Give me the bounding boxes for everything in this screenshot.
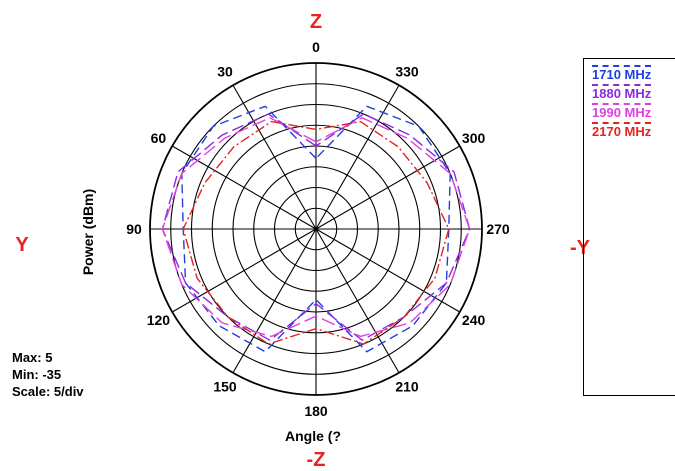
scale-stats: Max: 5 Min: -35 Scale: 5/div (12, 349, 84, 400)
direction-label-right: -Y (570, 237, 591, 259)
angle-tick-label: 240 (462, 312, 486, 328)
direction-label-left: Y (15, 234, 29, 256)
series-line (161, 117, 471, 338)
angle-tick-label: 30 (217, 63, 233, 79)
angle-tick-label: 60 (151, 130, 167, 146)
grid-spoke (171, 228, 317, 313)
legend: 1710 MHz 1880 MHz 1990 MHz 2170 MHz (583, 58, 675, 396)
angle-tick-label: 120 (147, 312, 171, 328)
grid-spoke (232, 228, 317, 374)
series-lines (161, 105, 471, 353)
max-value: Max: 5 (12, 350, 53, 365)
grid-spoke (171, 145, 317, 230)
grid-spoke (315, 145, 461, 230)
legend-label: 1880 MHz (592, 86, 652, 101)
legend-swatch (592, 65, 652, 67)
angle-tick-labels: 0 30 60 90 120 150 180 210 240 270 300 330 (126, 39, 510, 419)
legend-item-1990: 1990 MHz (592, 103, 652, 120)
scale-value: Scale: 5/div (12, 384, 84, 399)
angle-tick-label: 330 (395, 63, 419, 79)
angle-tick-label: 150 (213, 379, 237, 395)
angle-tick-label: 180 (304, 403, 328, 419)
legend-swatch (592, 103, 652, 105)
y-axis-label: Power (dBm) (80, 189, 96, 275)
angle-tick-label: 210 (395, 379, 419, 395)
angle-tick-label: 90 (126, 221, 142, 237)
angle-tick-label: 300 (462, 130, 486, 146)
angle-tick-label: 270 (486, 221, 510, 237)
grid-spoke (315, 84, 400, 230)
x-axis-label: Angle (? (285, 428, 341, 444)
grid-spoke (315, 228, 461, 313)
direction-label-top: Z (310, 11, 322, 33)
grid-spoke (232, 84, 317, 230)
direction-label-bottom: -Z (307, 449, 326, 471)
legend-swatch (592, 84, 652, 86)
angle-tick-label: 0 (312, 39, 320, 55)
legend-item-1880: 1880 MHz (592, 84, 652, 101)
legend-swatch (592, 122, 652, 124)
grid-spoke (315, 228, 400, 374)
legend-label: 2170 MHz (592, 124, 652, 139)
legend-item-1710: 1710 MHz (592, 65, 652, 82)
legend-item-2170: 2170 MHz (592, 122, 652, 139)
polar-grid (149, 62, 483, 396)
legend-label: 1990 MHz (592, 105, 652, 120)
series-line (182, 120, 450, 345)
legend-label: 1710 MHz (592, 67, 652, 82)
series-line (161, 113, 471, 342)
min-value: Min: -35 (12, 367, 62, 382)
